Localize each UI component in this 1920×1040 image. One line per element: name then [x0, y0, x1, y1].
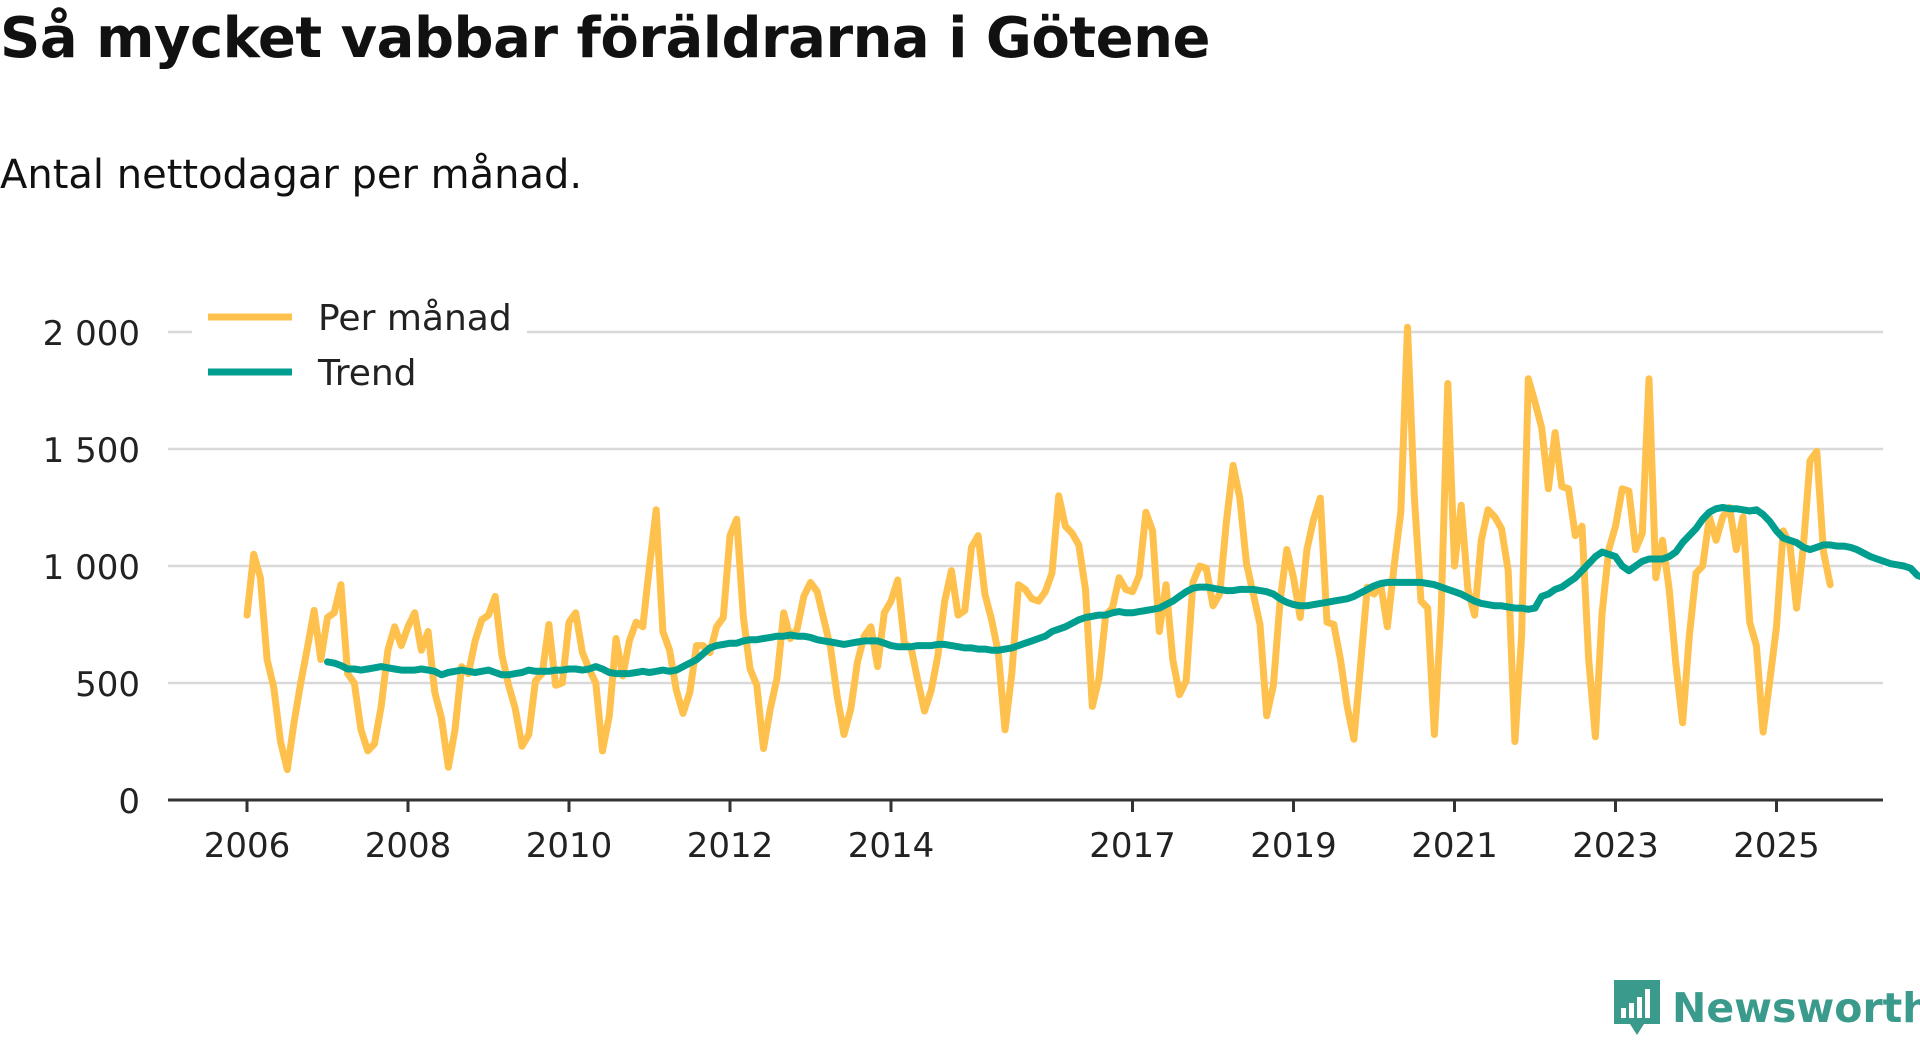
- series-line-per-manad: [243, 323, 1834, 774]
- y-tick-label: 2 000: [43, 314, 140, 354]
- x-tick-label: 2017: [1089, 826, 1176, 866]
- y-tick-label: 1 000: [43, 548, 140, 588]
- legend: Per månad Trend: [192, 290, 527, 400]
- legend-label-per-manad: Per månad: [318, 298, 512, 339]
- x-tick-label: 2023: [1572, 826, 1659, 866]
- series-lines: [243, 323, 1920, 774]
- newsworthy-logo: Newsworthy: [1612, 978, 1920, 1038]
- x-axis-ticks: 2006 2008 2010 2012 2014 2017 2019 2021 2023 2025: [204, 800, 1820, 866]
- y-axis-tick-labels: 0 500 1 000 1 500 2 000: [43, 314, 140, 822]
- y-tick-label: 0: [118, 782, 140, 822]
- x-tick-label: 2014: [848, 826, 935, 866]
- legend-label-trend: Trend: [317, 353, 417, 394]
- chart-subtitle: Antal nettodagar per månad.: [0, 152, 583, 198]
- newsworthy-logo-icon: [1614, 980, 1660, 1035]
- chart-title: Så mycket vabbar föräldrarna i Götene: [0, 6, 1210, 71]
- series-line-trend: [324, 504, 1920, 679]
- x-tick-label: 2006: [204, 826, 291, 866]
- x-tick-label: 2010: [526, 826, 613, 866]
- x-tick-label: 2021: [1411, 826, 1498, 866]
- legend-background: [192, 290, 527, 400]
- x-tick-label: 2025: [1733, 826, 1820, 866]
- y-tick-label: 500: [75, 665, 140, 705]
- x-tick-label: 2008: [365, 826, 452, 866]
- x-tick-label: 2019: [1250, 826, 1337, 866]
- y-tick-label: 1 500: [43, 431, 140, 471]
- x-tick-label: 2012: [687, 826, 774, 866]
- newsworthy-logo-text: Newsworthy: [1672, 984, 1920, 1032]
